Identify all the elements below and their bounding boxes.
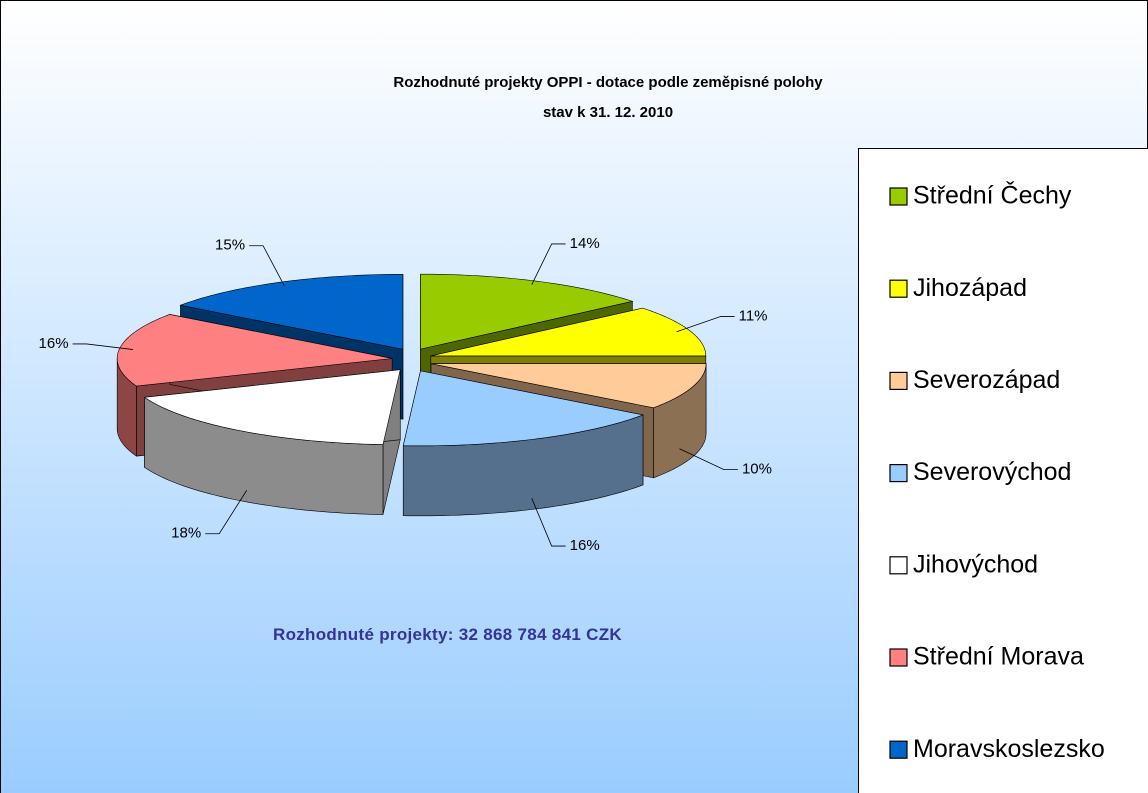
legend-label: Jihovýchod <box>913 550 1038 578</box>
data-label: 14% <box>570 235 600 252</box>
data-label: 16% <box>39 335 69 352</box>
slice <box>143 369 401 515</box>
legend-swatch <box>889 464 908 483</box>
data-label: 18% <box>171 525 201 542</box>
legend-swatch <box>889 371 908 390</box>
leader-line <box>679 448 738 471</box>
data-label: 16% <box>570 537 600 554</box>
leader-line <box>531 498 566 547</box>
data-label: 11% <box>739 308 768 325</box>
annotation: Rozhodnuté projekty: 32 868 784 841 CZK <box>273 625 622 644</box>
legend-label: Střední Morava <box>913 643 1084 671</box>
data-label: 15% <box>215 237 245 254</box>
leader-line <box>676 316 735 333</box>
slice-top <box>116 314 393 387</box>
slice-top <box>430 363 707 409</box>
legend-swatch <box>889 648 908 667</box>
legend-swatch <box>889 187 908 206</box>
leader-line <box>249 245 285 287</box>
slice-top <box>402 370 645 447</box>
legend-swatch <box>889 279 908 298</box>
slice <box>402 370 645 517</box>
legend-label: Jihozápad <box>913 274 1027 302</box>
chart-subtitle: stav k 31. 12. 2010 <box>543 104 673 121</box>
legend-label: Střední Čechy <box>913 181 1072 210</box>
data-label: 10% <box>742 461 772 478</box>
slice-top <box>143 369 401 445</box>
legend-label: Moravskoslezsko <box>913 735 1105 763</box>
chart-title: Rozhodnuté projekty OPPI - dotace podle … <box>393 74 823 91</box>
leader-line <box>205 490 248 535</box>
legend-label: Severovýchod <box>913 458 1071 486</box>
slice-top <box>420 273 634 350</box>
slice-top <box>430 307 707 357</box>
leader-line <box>72 343 134 350</box>
legend-swatch <box>889 556 908 575</box>
slice-top <box>179 274 404 350</box>
legend-label: Severozápad <box>913 366 1060 394</box>
legend-swatch <box>889 740 908 759</box>
leader-line <box>531 243 566 285</box>
